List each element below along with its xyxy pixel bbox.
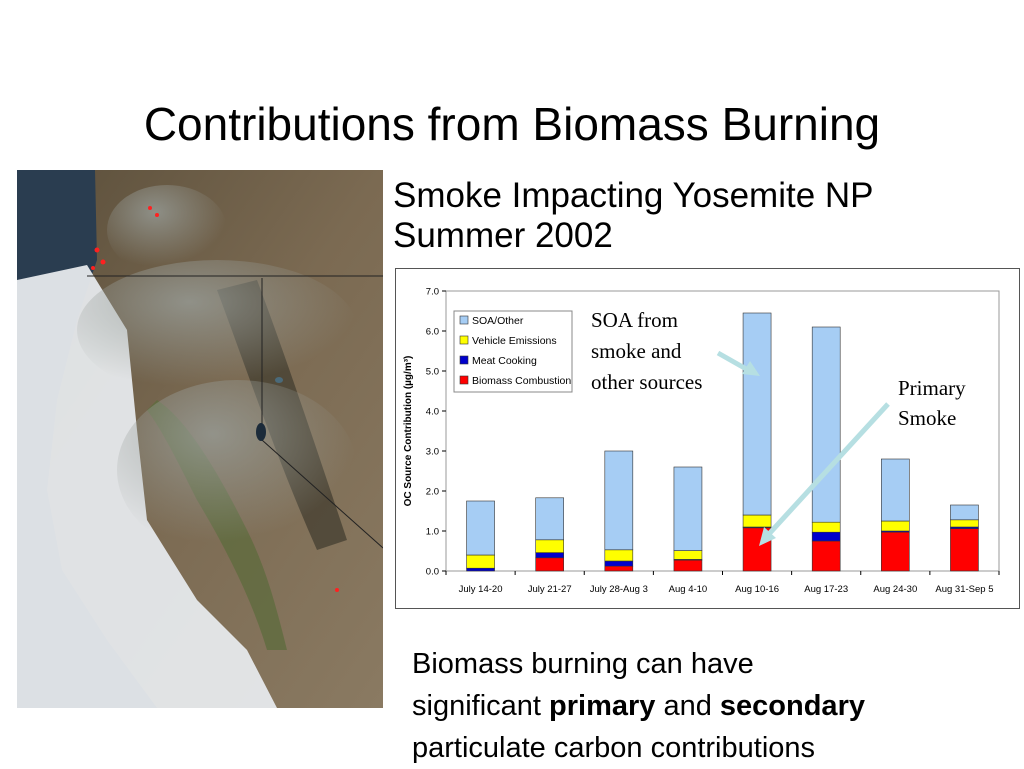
bar-segment-meat-cooking	[535, 552, 564, 559]
y-tick-label: 5.0	[426, 367, 439, 378]
oc-source-chart: 0.01.02.03.04.05.06.07.0 July 14-20 July …	[403, 287, 1000, 595]
y-tick-label: 0.0	[426, 567, 439, 578]
soa-annotation-line-3: other sources	[591, 370, 702, 394]
caption-line-1: Biomass burning can have	[412, 648, 754, 680]
y-tick-label: 2.0	[426, 487, 439, 498]
primary-arrow	[759, 402, 890, 546]
bar-segment-soa-other	[742, 312, 772, 516]
bar-segment-soa-other	[881, 458, 910, 522]
legend-label: Biomass Combustion	[472, 375, 571, 387]
bar-segment-meat-cooking	[604, 560, 634, 567]
bar-segment-biomass-combustion	[811, 540, 841, 572]
primary-annotation-line-2: Smoke	[898, 406, 956, 430]
smoke-plume-1	[107, 185, 227, 275]
subtitle-line-1: Smoke Impacting Yosemite NP	[393, 176, 874, 215]
caption-text-significant: significant	[412, 690, 550, 722]
bar-segment-vehicle-emissions	[673, 550, 703, 560]
soa-arrow	[716, 350, 760, 376]
y-tick-label: 7.0	[426, 287, 439, 298]
bar-segment-soa-other	[673, 466, 703, 551]
bar-segment-soa-other	[811, 326, 841, 523]
bar-segment-vehicle-emissions	[604, 549, 634, 562]
fire-markers	[91, 206, 339, 592]
bars	[466, 312, 979, 572]
caption-text-and: and	[655, 690, 720, 722]
primary-annotation: Primary Smoke	[898, 376, 966, 430]
smoke-plume-3	[117, 380, 357, 560]
legend-label: SOA/Other	[472, 315, 524, 327]
bar-segment-soa-other	[466, 500, 495, 556]
caption-line-3: particulate carbon contributions	[412, 732, 816, 764]
y-axis-label: OC Source Contribution (µg/m³)	[403, 356, 414, 507]
x-tick-label: Aug 10-16	[735, 584, 779, 595]
soa-annotation-line-1: SOA from	[591, 308, 678, 332]
bar-segment-soa-other	[950, 504, 979, 521]
bar-segment-biomass-combustion	[881, 531, 910, 572]
satellite-image	[17, 170, 383, 708]
cloud-bank	[17, 265, 277, 708]
caption-bold-primary: primary	[549, 690, 656, 722]
legend-label: Vehicle Emissions	[472, 335, 557, 347]
chart-frame: 0.0 1.0 2.0 3.0 4.0 5.0 6.0 7.0 July 14-20 July …	[395, 268, 1020, 609]
bar-segment-vehicle-emissions	[811, 521, 841, 533]
caption-bold-secondary: secondary	[719, 690, 865, 722]
bar-segment-meat-cooking	[811, 531, 841, 542]
legend-swatch	[459, 375, 469, 385]
x-tick-label: Aug 17-23	[804, 584, 848, 595]
bar-segment-vehicle-emissions	[466, 554, 495, 569]
primary-annotation-line-1: Primary	[898, 376, 966, 400]
soa-annotation: SOA from smoke and other sources	[591, 308, 702, 394]
soa-annotation-line-2: smoke and	[591, 339, 682, 363]
x-tick-label: July 21-27	[528, 584, 572, 595]
legend-swatch	[459, 335, 469, 345]
x-tick-label: Aug 31-Sep 5	[935, 584, 993, 595]
x-tick-label: July 14-20	[459, 584, 503, 595]
x-tick-label: July 28-Aug 3	[590, 584, 648, 595]
lake-tahoe	[256, 423, 266, 441]
caption: Biomass burning can have significant pri…	[412, 643, 1012, 769]
bar-segment-meat-cooking	[466, 567, 495, 572]
bar-segment-biomass-combustion	[604, 565, 634, 572]
bar-segment-biomass-combustion	[950, 528, 979, 572]
bar-segment-vehicle-emissions	[950, 519, 979, 528]
legend-swatch	[459, 355, 469, 365]
y-axis-ticks: 0.0 1.0 2.0 3.0 4.0 5.0 6.0 7.0	[426, 287, 446, 578]
legend-swatch	[459, 315, 469, 325]
bar-segment-vehicle-emissions	[535, 539, 564, 553]
legend-box	[453, 310, 573, 393]
y-tick-label: 6.0	[426, 327, 439, 338]
y-tick-label: 4.0	[426, 407, 439, 418]
y-tick-label: 1.0	[426, 527, 439, 538]
legend: SOA/Other Vehicle Emissions Meat Cooking Bi…	[453, 310, 573, 393]
lake-small	[275, 377, 283, 383]
y-tick-label: 3.0	[426, 447, 439, 458]
x-axis-ticks: July 14-20 July 21-27 July 28-Aug 3 Aug 4-1…	[445, 571, 1000, 595]
bar-segment-biomass-combustion	[673, 559, 703, 572]
caption-line-2: significant primary and secondary	[412, 685, 1012, 727]
smoke-plume-2	[77, 260, 357, 400]
bar-segment-vehicle-emissions	[742, 514, 772, 528]
bar-segment-vehicle-emissions	[881, 520, 910, 532]
chart-subtitle: Smoke Impacting Yosemite NP Summer 2002	[393, 176, 874, 256]
bar-segment-biomass-combustion	[535, 557, 564, 572]
x-tick-label: Aug 4-10	[669, 584, 708, 595]
slide-title: Contributions from Biomass Burning	[143, 98, 881, 150]
bar-segment-soa-other	[604, 450, 634, 551]
x-tick-label: Aug 24-30	[873, 584, 917, 595]
bar-segment-soa-other	[535, 497, 564, 541]
subtitle-line-2: Summer 2002	[393, 216, 613, 255]
legend-label: Meat Cooking	[472, 355, 537, 367]
